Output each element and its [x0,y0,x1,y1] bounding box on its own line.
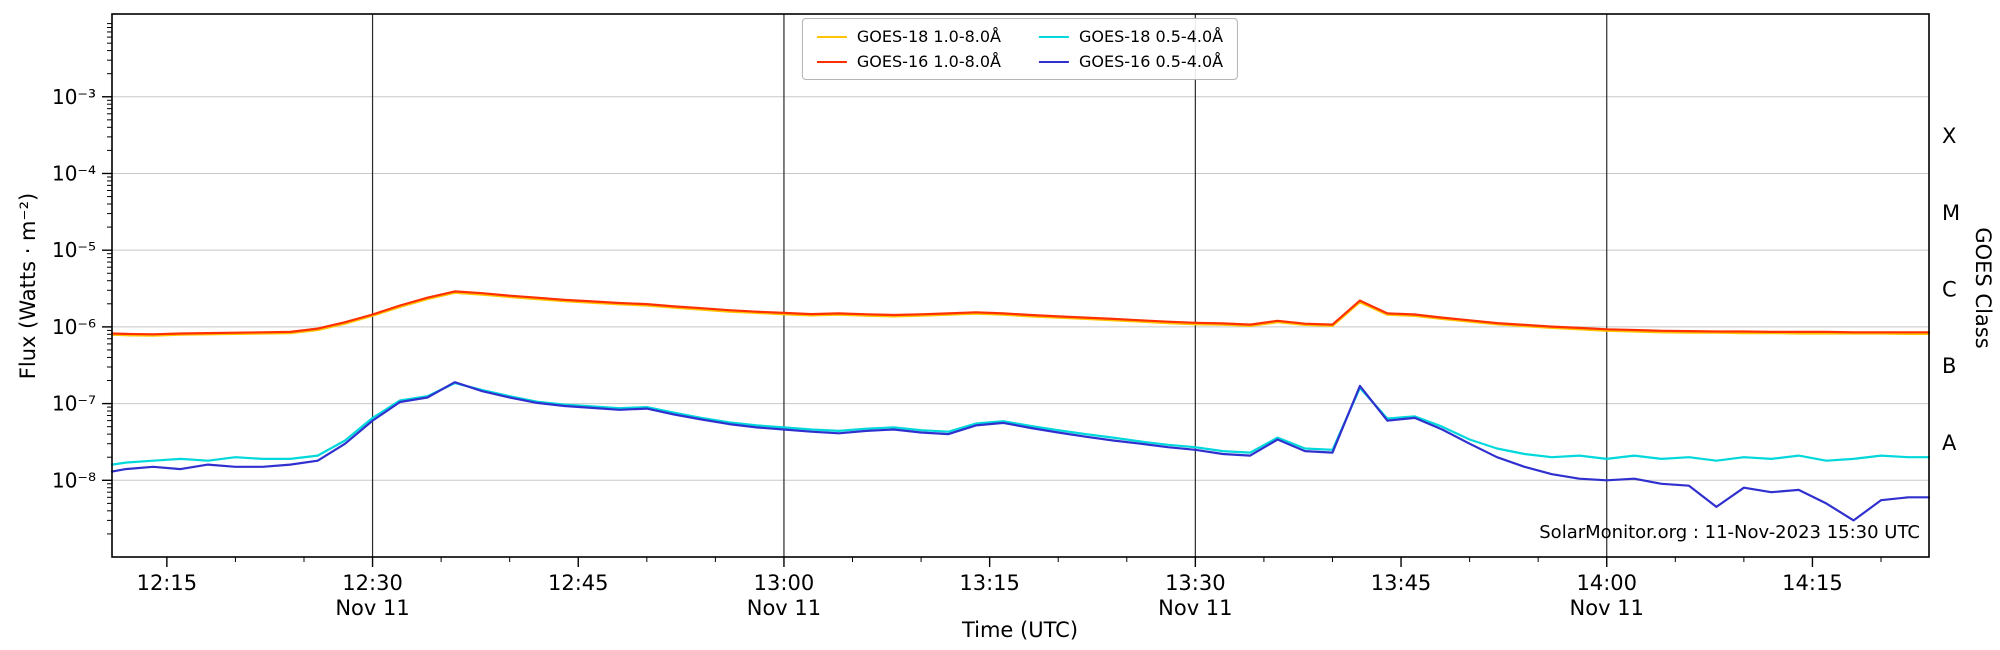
x-tick-date-label: Nov 11 [335,596,409,620]
legend-label: GOES-18 0.5-4.0Å [1079,27,1224,46]
legend-item-goes18-long: GOES-18 1.0-8.0Å [816,27,1001,46]
y-axis-label: Flux (Watts · m⁻²) [16,192,40,380]
x-tick-date-label: Nov 11 [747,596,821,620]
x-tick-label: 14:15 [1782,571,1843,595]
legend-line-swatch [1039,35,1069,38]
series-line-goes-16-1-0-8-0- [110,290,1931,336]
x-tick-date-label: Nov 11 [1158,596,1232,620]
legend-item-goes18-short: GOES-18 0.5-4.0Å [1039,27,1223,46]
x-tick-label: 13:15 [959,571,1020,595]
x-tick-label: 12:15 [137,571,198,595]
legend-line-swatch [816,35,847,38]
y-tick-label: 10⁻³ [52,85,96,109]
goes-class-letter: X [1942,124,1956,148]
y-tick-label: 10⁻⁷ [52,392,96,416]
x-tick-label: 13:45 [1371,571,1432,595]
x-axis-label: Time (UTC) [961,618,1079,642]
y-tick-label: 10⁻⁵ [52,238,96,262]
x-tick-label: 12:45 [548,571,609,595]
legend-label: GOES-18 1.0-8.0Å [856,27,1001,46]
legend-item-goes16-short: GOES-16 0.5-4.0Å [1039,52,1223,71]
y-tick-label: 10⁻⁸ [52,468,96,492]
chart-legend: GOES-18 1.0-8.0Å GOES-16 1.0-8.0Å GOES-1… [801,18,1239,80]
x-tick-label: 14:00 [1576,571,1637,595]
legend-label: GOES-16 0.5-4.0Å [1079,52,1224,71]
legend-line-swatch [1039,60,1069,63]
goes-class-letter: M [1942,201,1960,225]
goes-class-letter: A [1942,431,1957,455]
series-line-goes-16-0-5-4-0- [110,381,1931,522]
goes-class-letter: B [1942,354,1956,378]
legend-label: GOES-16 1.0-8.0Å [856,52,1001,71]
y-tick-label: 10⁻⁶ [52,315,96,339]
series-line-goes-18-0-5-4-0- [110,382,1931,466]
x-tick-label: 12:30 [342,571,403,595]
x-tick-label: 13:00 [754,571,815,595]
x-tick-date-label: Nov 11 [1570,596,1644,620]
legend-item-goes16-long: GOES-16 1.0-8.0Å [816,52,1001,71]
watermark-text: SolarMonitor.org : 11-Nov-2023 15:30 UTC [1539,522,1920,543]
series-line-goes-18-1-0-8-0- [110,291,1931,337]
goes-class-letter: C [1942,278,1957,302]
y-tick-label: 10⁻⁴ [52,161,96,185]
legend-line-swatch [816,60,847,63]
right-axis-label: GOES Class [1971,227,1995,349]
x-tick-label: 13:30 [1165,571,1226,595]
plot-border [111,13,1930,558]
